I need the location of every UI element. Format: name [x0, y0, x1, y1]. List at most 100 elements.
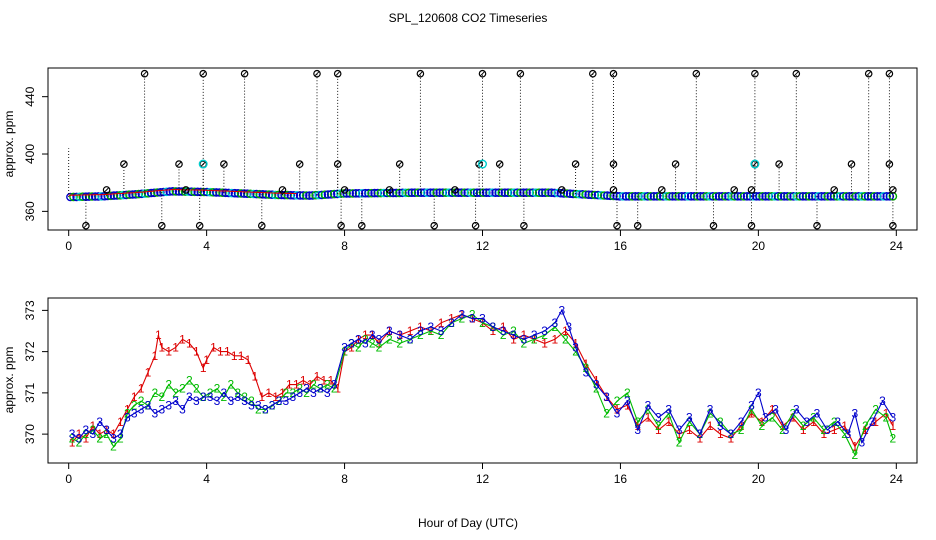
- top-data-point: [314, 190, 324, 200]
- series-1-point: 1: [852, 440, 859, 454]
- top-spike-point: [430, 221, 439, 230]
- top-spike-mark: [200, 71, 206, 77]
- top-spike-point: [295, 160, 304, 168]
- top-spike-point: [885, 69, 894, 78]
- top-spike-mark: [673, 161, 678, 167]
- series-2-point: 2: [96, 431, 103, 445]
- series-1-point: 1: [210, 341, 217, 355]
- bottom-y-tick-label: 372: [23, 341, 37, 361]
- series-2-point: 2: [227, 378, 234, 392]
- top-data-point: [485, 188, 494, 197]
- series-2-point: 2: [872, 402, 879, 416]
- top-data-point: [336, 189, 345, 198]
- top-data-point: [835, 191, 845, 201]
- series-2-point: 2: [645, 402, 652, 416]
- top-spike-point: [671, 160, 680, 168]
- series-3-point: 3: [200, 390, 207, 404]
- series-1-line: [71, 313, 894, 448]
- top-data-point: [249, 189, 258, 199]
- top-data-point: [550, 188, 559, 198]
- top-data-point: [615, 191, 625, 201]
- top-spike-point: [613, 221, 621, 230]
- top-data-point: [407, 188, 417, 197]
- top-data-point: [215, 188, 224, 197]
- bottom-x-tick-label: 12: [476, 472, 490, 486]
- series-2-point: 2: [124, 407, 131, 421]
- bottom-y-tick-label: 373: [23, 300, 37, 320]
- top-data-point: [528, 188, 538, 197]
- top-spike-mark: [280, 187, 285, 193]
- top-data-point: [742, 191, 752, 201]
- top-data-point: [106, 191, 116, 201]
- series-1-point: 1: [779, 419, 786, 433]
- top-spike-mark: [221, 161, 227, 167]
- top-data-point: [699, 191, 708, 201]
- top-data-point: [646, 191, 656, 201]
- series-3-point: 3: [803, 415, 810, 429]
- top-data-point: [97, 191, 106, 201]
- bottom-x-tick-label: 24: [890, 472, 904, 486]
- series-3-point: 3: [531, 328, 538, 342]
- top-spike-mark: [183, 187, 189, 193]
- series-1-point: 1: [314, 369, 321, 383]
- top-data-point: [665, 191, 674, 201]
- top-spike-mark: [480, 71, 485, 77]
- series-2-point: 2: [376, 341, 383, 355]
- top-spike-point: [709, 221, 718, 230]
- top-plot-frame: [47, 67, 918, 231]
- top-spike-mark: [573, 161, 578, 167]
- series-3-point: 3: [583, 365, 590, 379]
- top-spike-point: [385, 186, 394, 194]
- top-data-point: [367, 188, 376, 198]
- top-spike-mark: [611, 161, 616, 167]
- top-data-point: [863, 191, 873, 201]
- top-data-point: [587, 190, 597, 200]
- top-data-point: [435, 188, 445, 197]
- top-data-point: [193, 187, 202, 197]
- series-3-point: 3: [186, 390, 193, 404]
- series-1-point: 1: [200, 361, 207, 375]
- top-data-point: [770, 191, 780, 201]
- top-x-tick-label: 8: [341, 239, 348, 253]
- top-data-point: [696, 191, 705, 201]
- top-data-point: [761, 191, 770, 201]
- series-2-point: 2: [76, 435, 83, 449]
- top-spike-mark: [521, 223, 527, 229]
- series-3-point: 3: [214, 394, 221, 408]
- top-data-point: [373, 188, 383, 198]
- series-2-point: 2: [500, 328, 507, 342]
- top-spike-mark: [242, 71, 247, 77]
- series-1-point: 1: [89, 419, 96, 433]
- top-data-point: [758, 191, 767, 201]
- series-2-point: 2: [655, 419, 662, 433]
- series-1-point: 1: [286, 378, 293, 392]
- series-3-point: 3: [696, 427, 703, 441]
- series-2-point: 2: [821, 423, 828, 437]
- top-spike-mark: [711, 223, 716, 229]
- top-data-point: [72, 192, 81, 202]
- series-3-point: 3: [248, 398, 255, 412]
- top-spike-point: [220, 160, 228, 168]
- series-1-point: 1: [362, 328, 369, 342]
- series-3-point: 3: [665, 402, 672, 416]
- top-data-point: [165, 187, 174, 196]
- series-2-point: 2: [427, 324, 434, 338]
- top-data-point: [708, 191, 718, 201]
- top-data-point: [274, 190, 283, 200]
- top-spike-mark: [635, 223, 641, 229]
- series-3-point: 3: [458, 308, 465, 322]
- top-spike-mark: [611, 71, 616, 77]
- series-3-point: 3: [276, 394, 283, 408]
- top-spike-point: [609, 160, 618, 168]
- series-1-point: 1: [407, 324, 414, 338]
- series-3-point: 3: [707, 402, 714, 416]
- top-data-point: [534, 188, 544, 197]
- top-spike-point: [775, 160, 783, 168]
- series-3-point: 3: [207, 390, 214, 404]
- top-spike-point: [337, 221, 345, 230]
- series-3-point: 3: [376, 332, 383, 346]
- top-spike-point: [747, 221, 756, 230]
- series-1-point: 1: [334, 382, 341, 396]
